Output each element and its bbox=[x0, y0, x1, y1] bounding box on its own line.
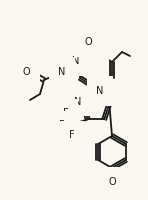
Text: O: O bbox=[22, 67, 30, 77]
Text: N: N bbox=[96, 86, 104, 96]
Text: O: O bbox=[84, 37, 92, 47]
Text: N: N bbox=[74, 97, 81, 107]
Text: F: F bbox=[59, 120, 65, 130]
Text: N: N bbox=[58, 67, 66, 77]
Text: N: N bbox=[92, 42, 100, 52]
Text: O: O bbox=[108, 177, 116, 187]
Text: F: F bbox=[69, 130, 75, 140]
Text: F: F bbox=[63, 108, 69, 118]
Text: N: N bbox=[72, 56, 80, 66]
